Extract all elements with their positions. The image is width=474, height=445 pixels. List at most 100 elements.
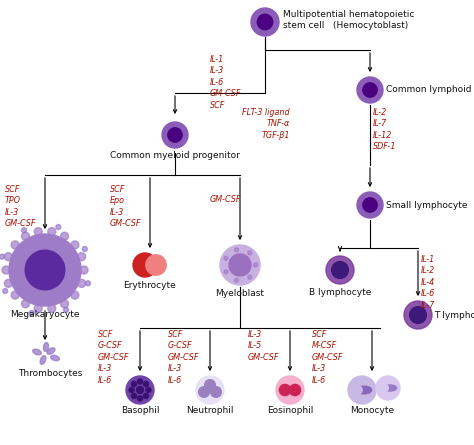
- Circle shape: [11, 241, 19, 249]
- Circle shape: [21, 228, 27, 233]
- Circle shape: [376, 376, 400, 400]
- Circle shape: [0, 254, 5, 259]
- Circle shape: [235, 278, 238, 282]
- Circle shape: [162, 122, 188, 148]
- Circle shape: [29, 311, 34, 316]
- Circle shape: [56, 225, 61, 230]
- Circle shape: [40, 252, 56, 268]
- Circle shape: [382, 384, 388, 391]
- Circle shape: [29, 256, 45, 272]
- Circle shape: [78, 279, 86, 287]
- Circle shape: [257, 14, 273, 30]
- Circle shape: [71, 291, 79, 299]
- Circle shape: [220, 245, 260, 285]
- Circle shape: [146, 255, 166, 275]
- Circle shape: [9, 234, 81, 306]
- Text: Thrombocytes: Thrombocytes: [18, 369, 82, 378]
- Text: FLT-3 ligand
TNF-α
TGF-β1: FLT-3 ligand TNF-α TGF-β1: [242, 108, 290, 140]
- Circle shape: [137, 387, 144, 393]
- Ellipse shape: [383, 385, 397, 391]
- Circle shape: [4, 279, 12, 287]
- Circle shape: [137, 396, 143, 401]
- Circle shape: [363, 83, 377, 97]
- Circle shape: [48, 304, 56, 312]
- Circle shape: [248, 251, 252, 255]
- Circle shape: [126, 376, 154, 404]
- Text: Multipotential hematopoietic
stem cell   (Hemocytoblast): Multipotential hematopoietic stem cell (…: [283, 10, 414, 30]
- Circle shape: [251, 8, 279, 36]
- Circle shape: [4, 253, 12, 261]
- Circle shape: [82, 247, 87, 251]
- Circle shape: [235, 248, 238, 252]
- Circle shape: [3, 288, 8, 294]
- Text: Common lymphoid progenitor: Common lymphoid progenitor: [386, 85, 474, 94]
- Circle shape: [80, 266, 88, 274]
- Circle shape: [34, 304, 42, 312]
- Text: Small lymphocyte: Small lymphocyte: [386, 201, 467, 210]
- Circle shape: [61, 232, 69, 240]
- Circle shape: [199, 387, 210, 397]
- Text: SCF
Epo
IL-3
GM-CSF: SCF Epo IL-3 GM-CSF: [110, 185, 142, 228]
- Circle shape: [290, 384, 301, 396]
- Text: SCF
M-CSF
GM-CSF
IL-3
IL-6: SCF M-CSF GM-CSF IL-3 IL-6: [312, 330, 344, 385]
- Text: Eosinophil: Eosinophil: [267, 406, 313, 415]
- Circle shape: [146, 388, 151, 392]
- Text: Monocyte: Monocyte: [350, 406, 394, 415]
- Text: Common myeloid progenitor: Common myeloid progenitor: [110, 151, 240, 160]
- Circle shape: [129, 388, 134, 392]
- Circle shape: [348, 376, 376, 404]
- Text: GM-CSF: GM-CSF: [210, 195, 241, 204]
- Text: T lymphocyte: T lymphocyte: [434, 311, 474, 320]
- Circle shape: [254, 263, 257, 267]
- Circle shape: [64, 307, 69, 312]
- Text: Basophil: Basophil: [121, 406, 159, 415]
- Circle shape: [224, 270, 228, 274]
- Circle shape: [132, 393, 137, 398]
- Circle shape: [144, 393, 148, 398]
- Circle shape: [354, 386, 362, 394]
- Text: IL-2
IL-7
IL-12
SDF-1: IL-2 IL-7 IL-12 SDF-1: [373, 108, 396, 151]
- Circle shape: [229, 254, 251, 276]
- Circle shape: [168, 128, 182, 142]
- Text: Neutrophil: Neutrophil: [186, 406, 234, 415]
- Text: SCF
TPO
IL-3
GM-CSF: SCF TPO IL-3 GM-CSF: [5, 185, 36, 228]
- Circle shape: [210, 387, 221, 397]
- Text: B lymphocyte: B lymphocyte: [309, 288, 371, 297]
- Circle shape: [2, 266, 10, 274]
- Circle shape: [279, 384, 291, 396]
- Circle shape: [47, 262, 63, 278]
- Text: IL-1
IL-2
IL-4
IL-6
IL-7: IL-1 IL-2 IL-4 IL-6 IL-7: [421, 255, 435, 310]
- Ellipse shape: [47, 348, 55, 354]
- Circle shape: [248, 275, 252, 279]
- Circle shape: [21, 300, 29, 308]
- Circle shape: [132, 381, 137, 387]
- Ellipse shape: [33, 349, 41, 355]
- Circle shape: [276, 376, 304, 404]
- Ellipse shape: [44, 343, 48, 352]
- Circle shape: [34, 227, 42, 235]
- Circle shape: [48, 227, 56, 235]
- Ellipse shape: [51, 355, 59, 361]
- Circle shape: [40, 271, 56, 287]
- Text: Megakaryocyte: Megakaryocyte: [10, 310, 80, 319]
- Circle shape: [21, 232, 29, 240]
- Circle shape: [404, 301, 432, 329]
- Circle shape: [196, 376, 224, 404]
- Circle shape: [137, 379, 143, 384]
- Circle shape: [410, 307, 427, 324]
- Ellipse shape: [40, 356, 46, 364]
- Circle shape: [61, 300, 69, 308]
- Circle shape: [85, 281, 91, 286]
- Circle shape: [11, 291, 19, 299]
- Circle shape: [29, 268, 45, 284]
- Text: Erythrocyte: Erythrocyte: [124, 281, 176, 290]
- Text: IL-1
IL-3
IL-6
GM-CSF
SCF: IL-1 IL-3 IL-6 GM-CSF SCF: [210, 55, 241, 110]
- Circle shape: [357, 192, 383, 218]
- Text: IL-3
IL-5
GM-CSF: IL-3 IL-5 GM-CSF: [248, 330, 280, 362]
- Circle shape: [363, 198, 377, 212]
- Circle shape: [144, 381, 148, 387]
- Circle shape: [357, 77, 383, 103]
- Circle shape: [133, 253, 157, 277]
- Text: SCF
G-CSF
GM-CSF
IL-3
IL-6: SCF G-CSF GM-CSF IL-3 IL-6: [98, 330, 129, 385]
- Text: SCF
G-CSF
GM-CSF
IL-3
IL-6: SCF G-CSF GM-CSF IL-3 IL-6: [168, 330, 200, 385]
